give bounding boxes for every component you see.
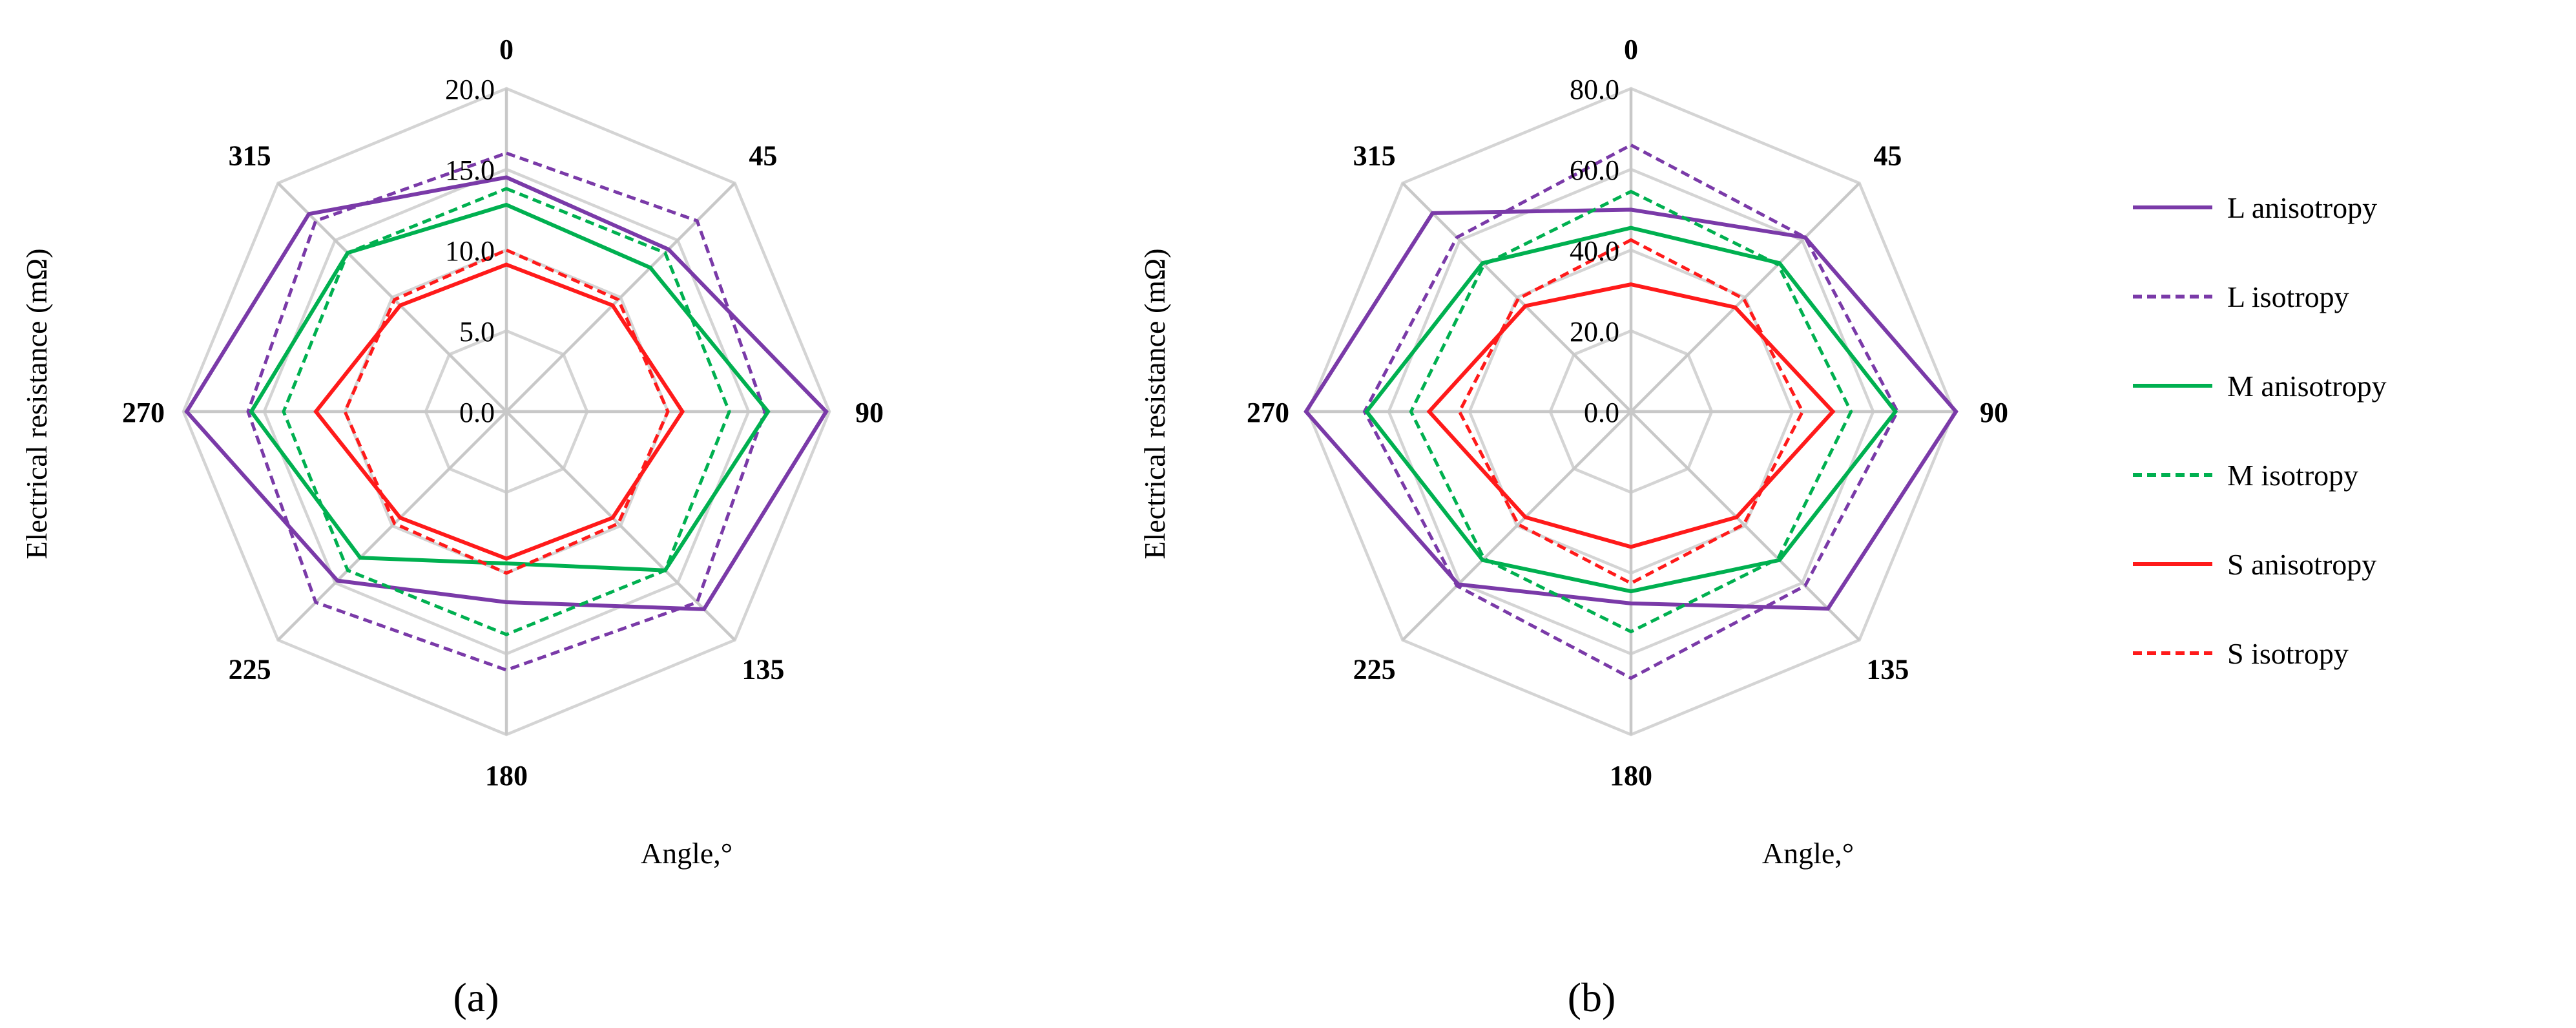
grid-spoke (1401, 410, 1632, 642)
tick-label: 20.0 (1570, 316, 1619, 348)
grid-a (182, 87, 831, 737)
angle-label: 180 (485, 760, 528, 792)
angle-label: 315 (229, 140, 271, 172)
grid-spoke (505, 410, 736, 642)
angle-label: 90 (1980, 397, 2008, 428)
angle-label: 315 (1353, 140, 1396, 172)
tick-label: 0.0 (459, 397, 495, 428)
series-m-anisotropy-a (249, 202, 771, 572)
grid-spoke (1630, 182, 1861, 413)
tick-label: 20.0 (445, 74, 495, 105)
tick-label: 80.0 (1570, 74, 1619, 105)
grid-spoke (1401, 182, 1632, 413)
tick-label: 60.0 (1570, 154, 1619, 186)
legend-label-m-anisotropy: M anisotropy (2227, 370, 2387, 403)
ylabel-a: Electrical resistance (mΩ) (20, 248, 53, 559)
series-l-anisotropy-b (1304, 207, 1958, 611)
panel-label-a: (a) (453, 974, 499, 1020)
angle-label: 270 (122, 397, 165, 428)
series-s-isotropy-a (343, 248, 670, 575)
angle-label: 45 (749, 140, 777, 172)
angle-label: 90 (855, 397, 884, 428)
angle-label: 135 (742, 653, 784, 685)
legend-label-m-isotropy: M isotropy (2227, 459, 2358, 492)
series-l-isotropy-b (1362, 143, 1900, 680)
legend-label-s-anisotropy: S anisotropy (2227, 548, 2376, 581)
angle-label: 270 (1247, 397, 1289, 428)
panel-label-b: (b) (1568, 974, 1616, 1020)
series-group-b (1304, 143, 1958, 680)
ylabel-b: Electrical resistance (mΩ) (1138, 248, 1171, 559)
angle-label: 0 (1624, 34, 1638, 65)
series-m-anisotropy-b (1364, 226, 1898, 594)
legend-label-s-isotropy: S isotropy (2227, 637, 2349, 670)
series-m-isotropy-a (282, 187, 731, 636)
radar-chart-b: Electrical resistance (mΩ) Angle,° (b) 0… (1138, 34, 2008, 1020)
tick-label: 10.0 (445, 235, 495, 267)
tick-label: 15.0 (445, 154, 495, 186)
series-l-anisotropy-a (184, 175, 829, 611)
legend: L anisotropy L isotropy M anisotropy M i… (2133, 191, 2387, 670)
xlabel-b: Angle,° (1762, 837, 1854, 870)
series-m-isotropy-b (1409, 189, 1853, 634)
grid-spoke (276, 182, 508, 413)
grid-b (1306, 87, 1956, 737)
grid-spoke (1630, 410, 1861, 642)
legend-label-l-isotropy: L isotropy (2227, 280, 2349, 313)
series-group-a (184, 151, 829, 672)
radar-chart-a: Electrical resistance (mΩ) Angle,° (a) 0… (20, 34, 884, 1020)
tick-label: 40.0 (1570, 235, 1619, 267)
angle-label: 225 (1353, 653, 1396, 685)
angle-label: 45 (1873, 140, 1902, 172)
tick-label: 0.0 (1584, 397, 1619, 428)
series-s-anisotropy-a (313, 262, 685, 561)
angle-label: 135 (1866, 653, 1909, 685)
angle-label: 0 (499, 34, 514, 65)
tick-label: 5.0 (459, 316, 495, 348)
legend-label-l-anisotropy: L anisotropy (2227, 191, 2377, 224)
angle-label: 225 (229, 653, 271, 685)
xlabel-a: Angle,° (641, 837, 732, 870)
angle-label: 180 (1610, 760, 1652, 792)
